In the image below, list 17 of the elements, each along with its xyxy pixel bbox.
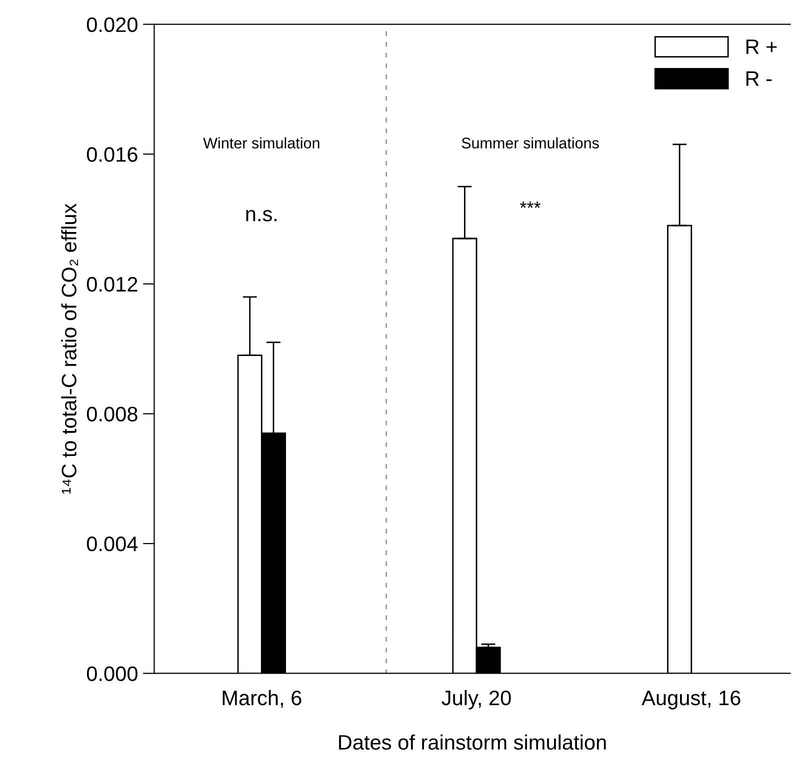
y-axis-title: ¹⁴C to total-C ratio of CO₂ efflux: [61, 204, 78, 494]
y-tick-label: 0.020: [86, 17, 138, 32]
annotation: Summer simulations: [462, 137, 599, 148]
y-tick-label: 0.000: [86, 666, 138, 682]
x-tick-label: March, 6: [222, 690, 302, 708]
x-tick-label: July, 20: [442, 690, 511, 710]
annotation: n.s.: [246, 210, 277, 222]
x-axis-title: Dates of rainstorm simulation: [339, 734, 606, 750]
y-tick-label: 0.004: [86, 536, 138, 552]
y-tick-label: 0.012: [86, 276, 138, 292]
y-tick-label: 0.016: [86, 147, 138, 162]
annotation: ***: [520, 202, 540, 208]
legend-label: R -: [746, 71, 772, 86]
x-tick-label: August, 16: [642, 690, 740, 710]
annotation: Winter simulation: [203, 137, 320, 148]
y-tick-label: 0.008: [86, 406, 138, 422]
legend-label: R +: [746, 40, 777, 54]
